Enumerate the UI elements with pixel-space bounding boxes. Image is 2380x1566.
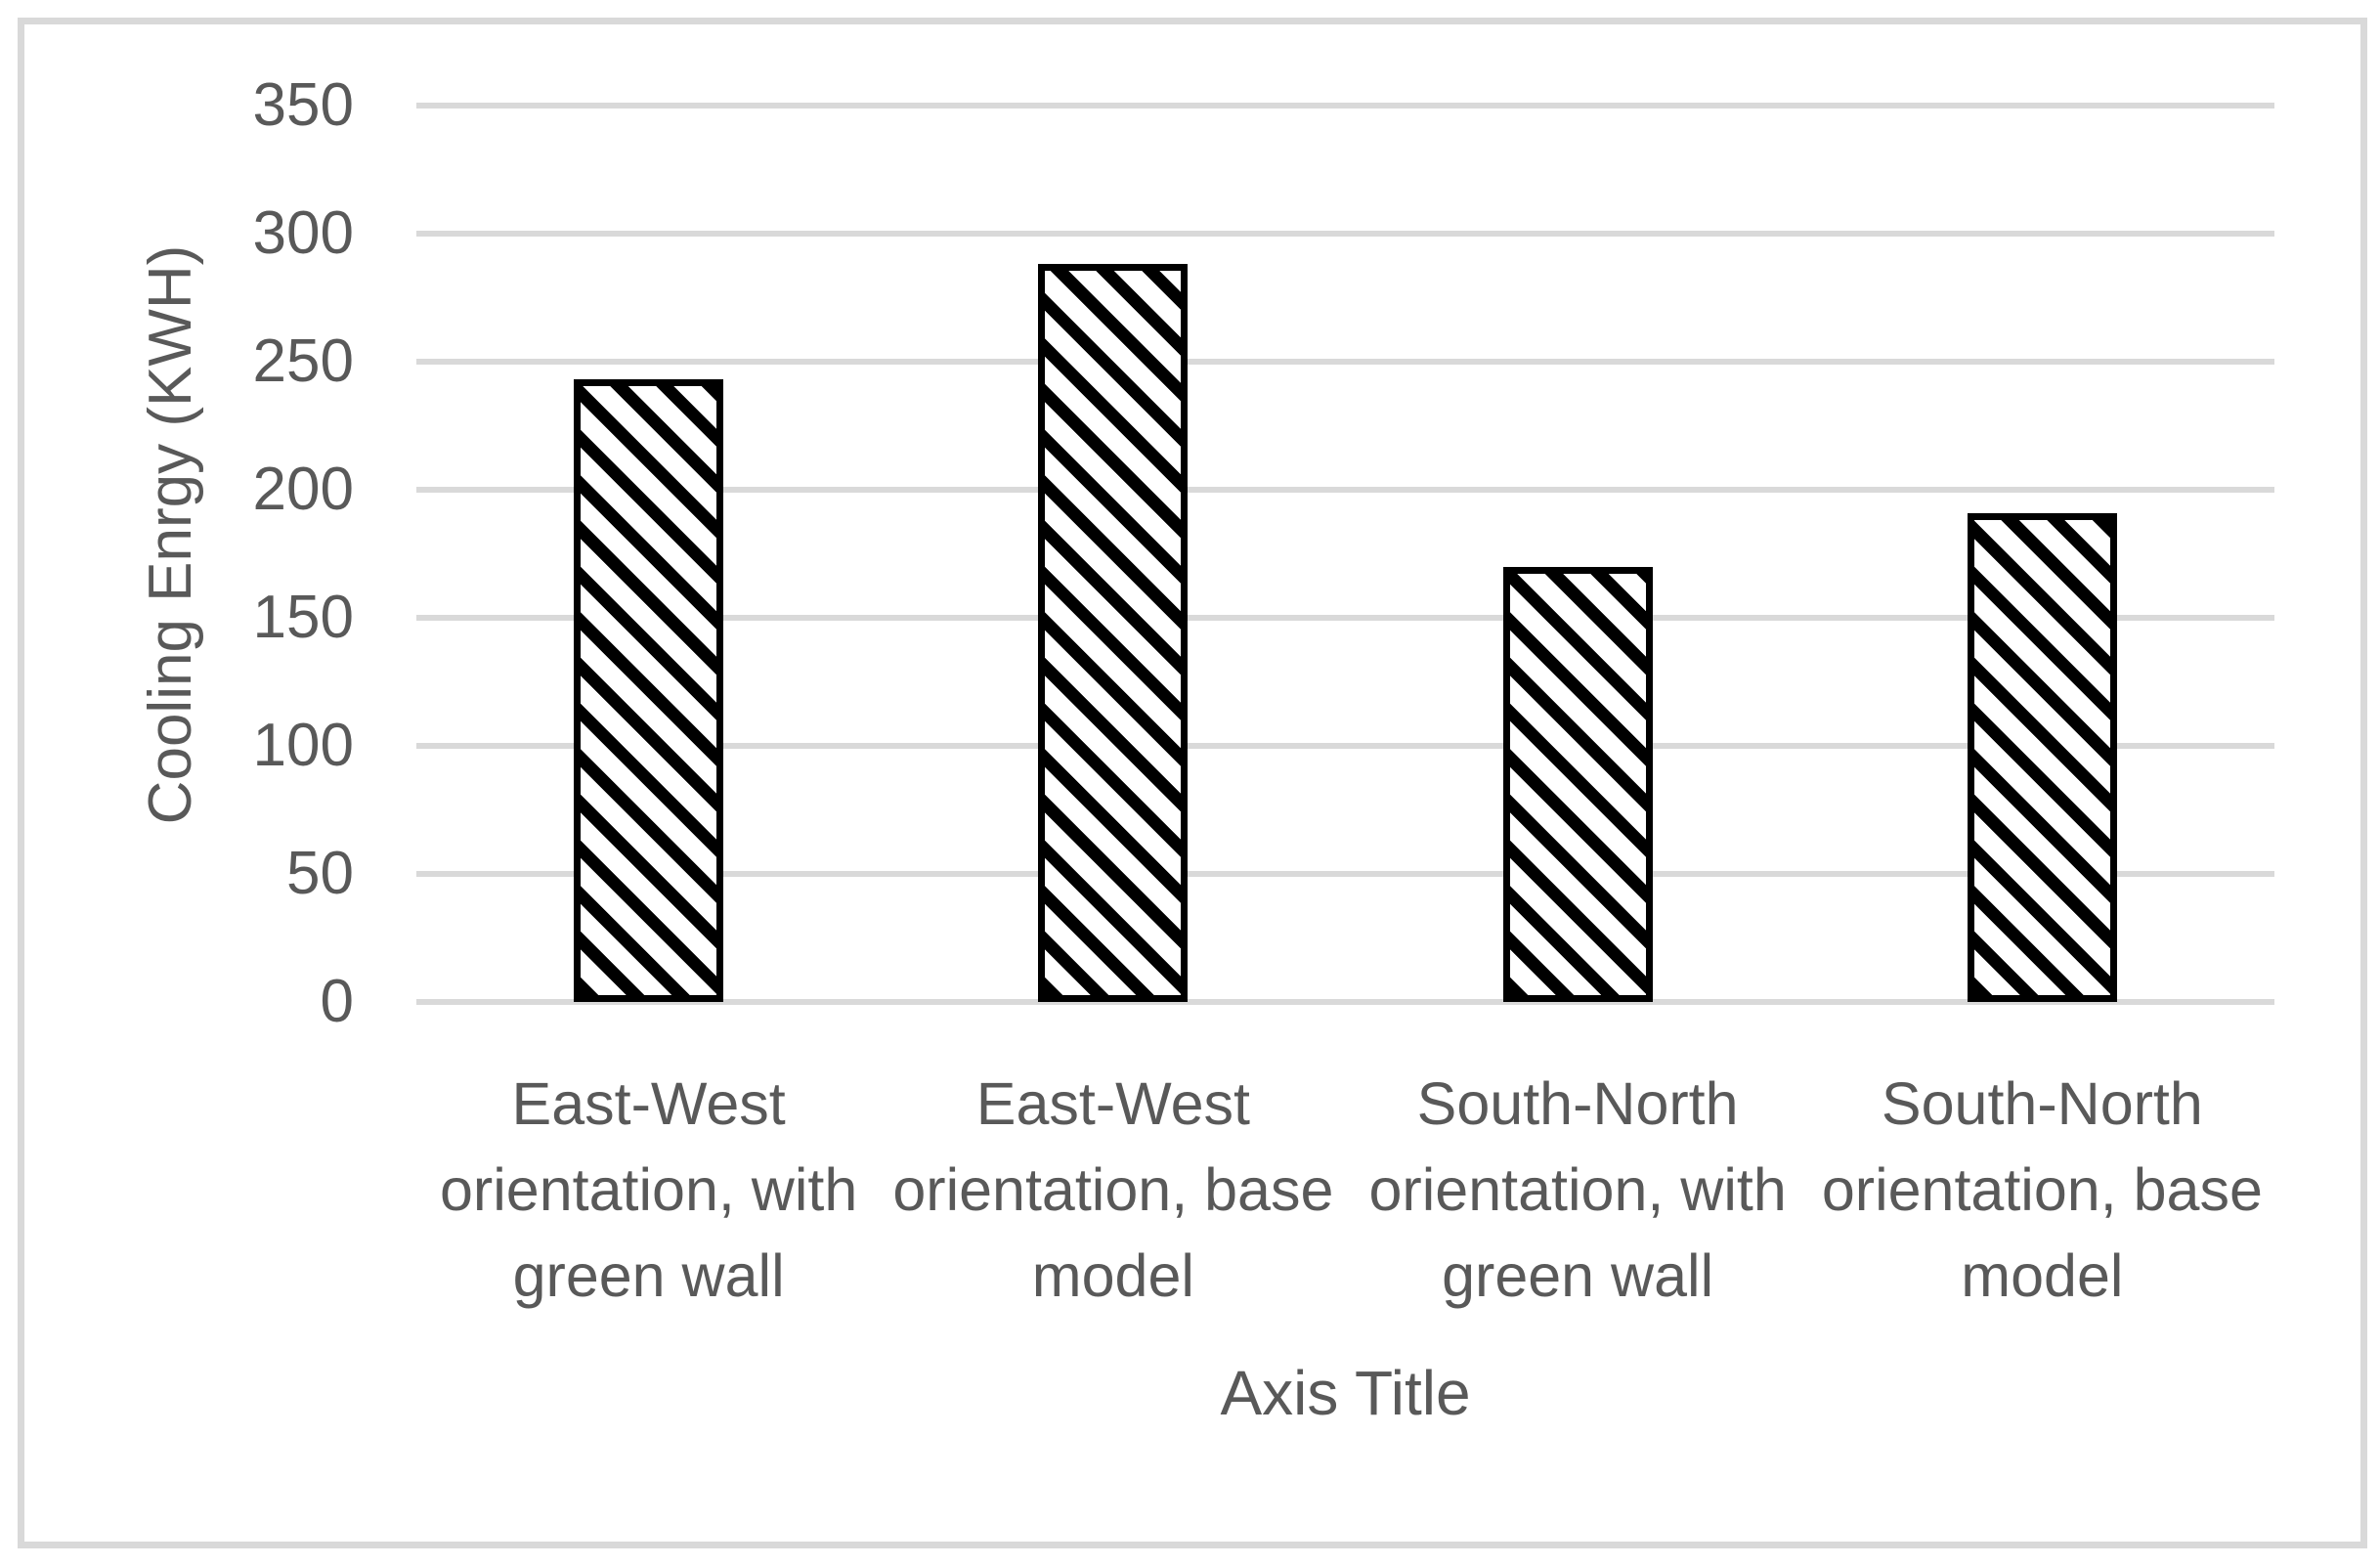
- x-axis-title: Axis Title: [1220, 1358, 1471, 1428]
- bar-3: [1502, 566, 1653, 1002]
- x-category-label-1: East-West orientation, with green wall: [440, 1070, 858, 1309]
- gridline-y-0: [416, 999, 2274, 1005]
- y-tick-label-300: 300: [252, 199, 354, 267]
- y-tick-label-100: 100: [252, 712, 354, 779]
- gridline-y-150: [416, 615, 2274, 621]
- x-category-label-4: South-North orientation, base model: [1821, 1070, 2263, 1309]
- gridline-y-350: [416, 103, 2274, 109]
- gridline-y-300: [416, 231, 2274, 237]
- y-tick-label-250: 250: [252, 327, 354, 395]
- y-tick-label-200: 200: [252, 456, 354, 523]
- bar-2: [1038, 264, 1189, 1002]
- y-tick-label-50: 50: [286, 840, 354, 907]
- gridline-y-50: [416, 871, 2274, 877]
- bar-1: [574, 379, 724, 1002]
- gridline-y-250: [416, 359, 2274, 365]
- y-tick-label-350: 350: [252, 71, 354, 139]
- bar-4: [1967, 512, 2117, 1002]
- x-category-label-2: East-West orientation, base model: [892, 1070, 1334, 1309]
- y-tick-label-150: 150: [252, 584, 354, 651]
- y-tick-label-0: 0: [320, 968, 354, 1035]
- gridline-y-200: [416, 487, 2274, 493]
- x-category-label-3: South-North orientation, with green wall: [1368, 1070, 1787, 1309]
- gridline-y-100: [416, 743, 2274, 749]
